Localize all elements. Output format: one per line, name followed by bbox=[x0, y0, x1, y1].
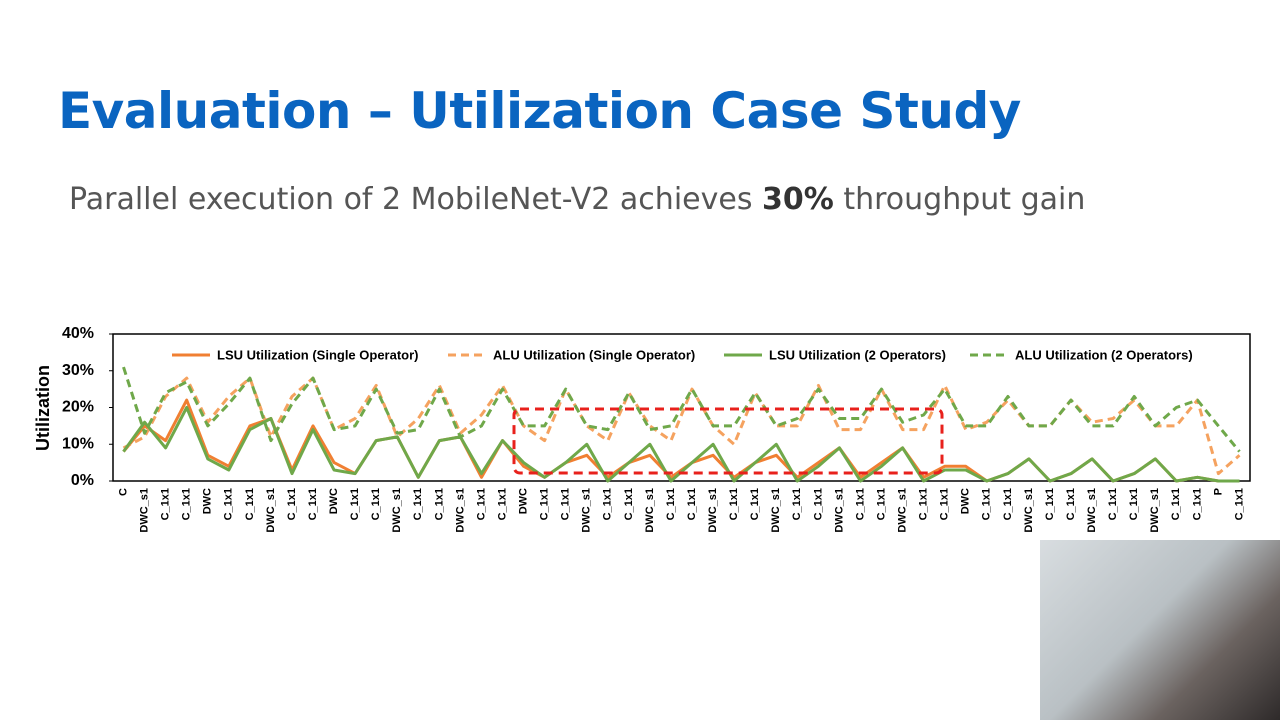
x-tick-label: C_1x1 bbox=[981, 488, 993, 520]
x-tick-label: C_1x1 bbox=[854, 488, 866, 520]
x-tick-label: C_1x1 bbox=[1233, 488, 1245, 520]
x-tick-label: DWC_s1 bbox=[391, 488, 403, 533]
x-tick-label: DWC bbox=[517, 488, 529, 514]
x-tick-label: C_1x1 bbox=[433, 488, 445, 520]
highlight-box bbox=[512, 407, 944, 475]
x-tick-label: C_1x1 bbox=[1170, 488, 1182, 520]
x-tick-label: DWC_s1 bbox=[581, 488, 593, 533]
x-tick-label: C_1x1 bbox=[918, 488, 930, 520]
x-tick-label: C_1x1 bbox=[160, 488, 172, 520]
x-tick-label: C_1x1 bbox=[686, 488, 698, 520]
x-tick-label: DWC_s1 bbox=[265, 488, 277, 533]
x-tick-label: C_1x1 bbox=[623, 488, 635, 520]
x-tick-label: C_1x1 bbox=[307, 488, 319, 520]
x-tick-label: C_1x1 bbox=[1065, 488, 1077, 520]
x-tick-label: C bbox=[117, 488, 129, 496]
slide-subtitle: Parallel execution of 2 MobileNet-V2 ach… bbox=[69, 182, 1085, 217]
x-tick-label: C_1x1 bbox=[1107, 488, 1119, 520]
y-tick-label: 0% bbox=[71, 472, 94, 489]
x-tick-label: C_1x1 bbox=[812, 488, 824, 520]
x-tick-label: C_1x1 bbox=[412, 488, 424, 520]
x-tick-label: C_1x1 bbox=[475, 488, 487, 520]
x-tick-label: C_1x1 bbox=[791, 488, 803, 520]
x-tick-label: DWC_s1 bbox=[770, 488, 782, 533]
data-line bbox=[122, 406, 1240, 483]
x-tick-label: C_1x1 bbox=[939, 488, 951, 520]
data-line bbox=[122, 366, 1241, 453]
x-tick-label: C_1x1 bbox=[349, 488, 361, 520]
x-tick-label: C_1x1 bbox=[244, 488, 256, 520]
x-tick-label: DWC_s1 bbox=[644, 488, 656, 533]
data-line bbox=[122, 376, 1241, 476]
x-tick-label: DWC_s1 bbox=[1149, 488, 1161, 533]
x-tick-label: DWC_s1 bbox=[1086, 488, 1098, 533]
x-tick-label: C_1x1 bbox=[560, 488, 572, 520]
x-tick-label: DWC bbox=[328, 488, 340, 514]
subtitle-text: Parallel execution of 2 MobileNet-V2 ach… bbox=[69, 182, 762, 217]
slide-title: Evaluation – Utilization Case Study bbox=[58, 82, 1021, 140]
x-tick-label: C_1x1 bbox=[286, 488, 298, 520]
x-tick-label: C_1x1 bbox=[602, 488, 614, 520]
x-tick-label: C_1x1 bbox=[728, 488, 740, 520]
x-tick-label: C_1x1 bbox=[1128, 488, 1140, 520]
x-tick-label: C_1x1 bbox=[1002, 488, 1014, 520]
legend-label: LSU Utilization (Single Operator) bbox=[217, 347, 419, 362]
legend-label: ALU Utilization (Single Operator) bbox=[493, 347, 695, 362]
x-tick-label: C_1x1 bbox=[539, 488, 551, 520]
x-tick-label: DWC bbox=[202, 488, 214, 514]
y-tick-label: 10% bbox=[62, 435, 94, 452]
x-tick-label: C_1x1 bbox=[665, 488, 677, 520]
x-tick-label: DWC_s1 bbox=[707, 488, 719, 533]
x-tick-label: P bbox=[1212, 488, 1224, 495]
webcam-inset bbox=[1040, 540, 1280, 720]
legend-label: ALU Utilization (2 Operators) bbox=[1015, 347, 1193, 362]
x-tick-label: C_1x1 bbox=[181, 488, 193, 520]
subtitle-highlight: 30% bbox=[762, 182, 834, 217]
legend-label: LSU Utilization (2 Operators) bbox=[769, 347, 946, 362]
x-tick-label: DWC_s1 bbox=[138, 488, 150, 533]
x-tick-label: C_1x1 bbox=[496, 488, 508, 520]
x-tick-label: DWC_s1 bbox=[1023, 488, 1035, 533]
x-tick-label: C_1x1 bbox=[223, 488, 235, 520]
x-tick-label: DWC_s1 bbox=[833, 488, 845, 533]
x-tick-label: DWC bbox=[960, 488, 972, 514]
y-tick-label: 30% bbox=[62, 362, 94, 379]
x-tick-label: C_1x1 bbox=[875, 488, 887, 520]
x-tick-label: C_1x1 bbox=[1044, 488, 1056, 520]
y-tick-label: 20% bbox=[62, 399, 94, 416]
x-tick-label: C_1x1 bbox=[370, 488, 382, 520]
y-tick-label: 40% bbox=[62, 325, 94, 342]
x-tick-label: C_1x1 bbox=[749, 488, 761, 520]
y-axis-label: Utilization bbox=[33, 365, 53, 451]
subtitle-text: throughput gain bbox=[833, 182, 1086, 217]
x-tick-label: DWC_s1 bbox=[896, 488, 908, 533]
x-tick-label: DWC_s1 bbox=[454, 488, 466, 533]
x-tick-label: C_1x1 bbox=[1191, 488, 1203, 520]
